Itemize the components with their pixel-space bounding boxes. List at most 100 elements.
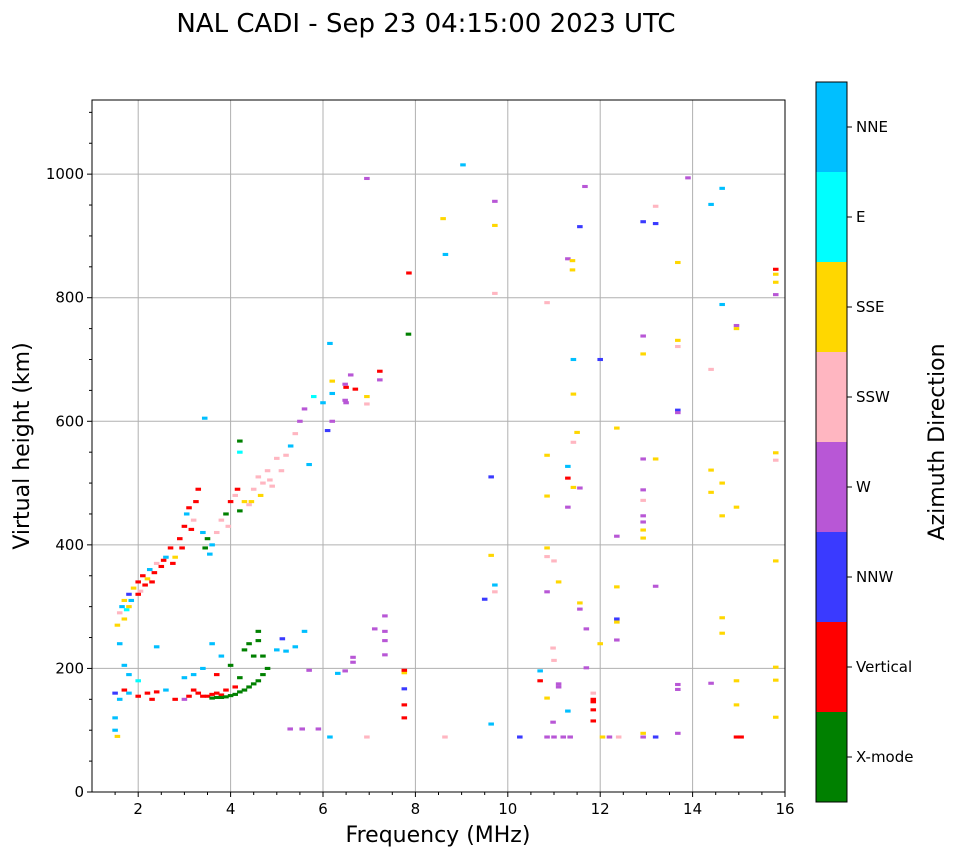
data-point-w: [567, 735, 573, 739]
data-point-ssw: [225, 524, 232, 528]
data-point-vertical: [343, 385, 349, 389]
data-point-nne: [329, 391, 336, 396]
data-point-nne: [200, 530, 206, 535]
data-point-ssw: [772, 458, 779, 462]
data-point-w: [350, 655, 356, 659]
data-point-nne: [121, 663, 128, 667]
colorbar: X-mode Vertical NNW W SSW SSE E NNE: [815, 81, 913, 803]
colorbar-swatch: [816, 352, 847, 442]
data-point-nne: [708, 202, 714, 206]
data-point-vertical: [213, 691, 220, 695]
data-point-e: [310, 395, 317, 399]
data-point-w: [733, 323, 740, 328]
data-point-sse: [597, 642, 603, 646]
colorbar-label: SSW: [856, 388, 890, 406]
data-point-ssw: [615, 735, 622, 739]
data-point-sse: [248, 500, 255, 504]
data-point-vertical: [121, 688, 128, 692]
data-point-x-mode: [237, 439, 243, 443]
colorbar-swatch: [816, 172, 847, 262]
data-point-vertical: [172, 697, 178, 701]
data-point-nne: [327, 735, 333, 739]
data-point-nne: [335, 671, 341, 675]
data-point-w: [640, 520, 646, 524]
data-point-sse: [719, 514, 725, 518]
data-point-nnw: [614, 617, 620, 621]
data-point-vertical: [135, 592, 141, 596]
y-tick-label: 800: [55, 289, 84, 307]
data-point-x-mode: [218, 695, 225, 700]
data-point-vertical: [213, 673, 220, 677]
data-point-ssw: [364, 402, 370, 406]
data-point-nnw: [597, 357, 603, 362]
data-point-ssw: [267, 478, 273, 482]
data-point-vertical: [151, 571, 158, 575]
data-point-vertical: [401, 668, 408, 672]
data-point-nnw: [488, 475, 494, 479]
data-point-sse: [126, 605, 132, 609]
data-point-sse: [719, 616, 725, 620]
data-point-nne: [565, 464, 571, 468]
data-point-sse: [719, 481, 725, 485]
data-point-x-mode: [255, 629, 262, 633]
data-point-sse: [719, 631, 725, 635]
data-point-sse: [121, 617, 128, 621]
data-point-ssw: [550, 646, 556, 650]
data-point-sse: [488, 553, 494, 557]
data-point-vertical: [352, 387, 359, 391]
data-point-nne: [200, 666, 206, 670]
data-point-w: [565, 505, 571, 509]
data-point-sse: [675, 338, 681, 342]
data-point-sse: [772, 559, 779, 563]
data-point-nne: [460, 163, 466, 167]
data-point-sse: [772, 678, 779, 682]
data-point-w: [614, 534, 620, 538]
data-point-ssw: [213, 530, 220, 535]
data-point-x-mode: [209, 696, 215, 700]
data-point-vertical: [135, 694, 141, 698]
data-point-vertical: [590, 697, 597, 701]
data-point-w: [551, 735, 557, 739]
data-point-vertical: [733, 735, 740, 739]
data-point-ssw: [442, 735, 448, 739]
x-tick-label: 12: [591, 800, 610, 818]
data-point-w: [287, 727, 293, 731]
data-point-sse: [652, 457, 659, 461]
colorbar-label: SSE: [856, 298, 885, 316]
y-tick-label: 0: [74, 783, 84, 801]
axis-ticks: 2 4 6 8 10 12 14 16 0 200 400 600 800 1000: [46, 111, 795, 818]
data-point-sse: [114, 734, 121, 738]
data-point-vertical: [149, 697, 155, 701]
data-point-ssw: [246, 503, 252, 507]
data-point-sse: [144, 577, 151, 581]
data-point-nne: [112, 716, 118, 720]
data-point-nne: [207, 552, 213, 556]
data-point-vertical: [144, 691, 151, 695]
data-point-vertical: [537, 679, 543, 683]
data-point-w: [550, 720, 556, 724]
colorbar-label: Vertical: [856, 658, 912, 676]
data-point-sse: [772, 280, 779, 284]
data-point-sse: [257, 493, 264, 497]
data-point-nne: [209, 543, 215, 547]
data-point-x-mode: [204, 537, 211, 541]
colorbar-label: NNE: [856, 118, 888, 136]
data-point-vertical: [227, 500, 234, 504]
data-point-sse: [614, 585, 620, 589]
data-point-x-mode: [264, 666, 271, 670]
data-point-ssw: [544, 555, 550, 559]
data-point-w: [582, 184, 588, 189]
data-point-vertical: [181, 524, 188, 528]
data-point-w: [347, 373, 354, 377]
x-axis-label: Frequency (MHz): [346, 823, 531, 848]
data-point-w: [708, 681, 714, 685]
data-point-vertical: [153, 690, 160, 694]
data-point-w: [342, 669, 348, 673]
data-point-w: [577, 607, 583, 611]
data-point-nne: [719, 302, 725, 307]
data-point-nne: [181, 676, 188, 680]
data-point-x-mode: [227, 694, 234, 698]
data-point-sse: [544, 546, 550, 550]
data-point-ssw: [190, 518, 197, 522]
y-tick-label: 600: [55, 412, 84, 430]
